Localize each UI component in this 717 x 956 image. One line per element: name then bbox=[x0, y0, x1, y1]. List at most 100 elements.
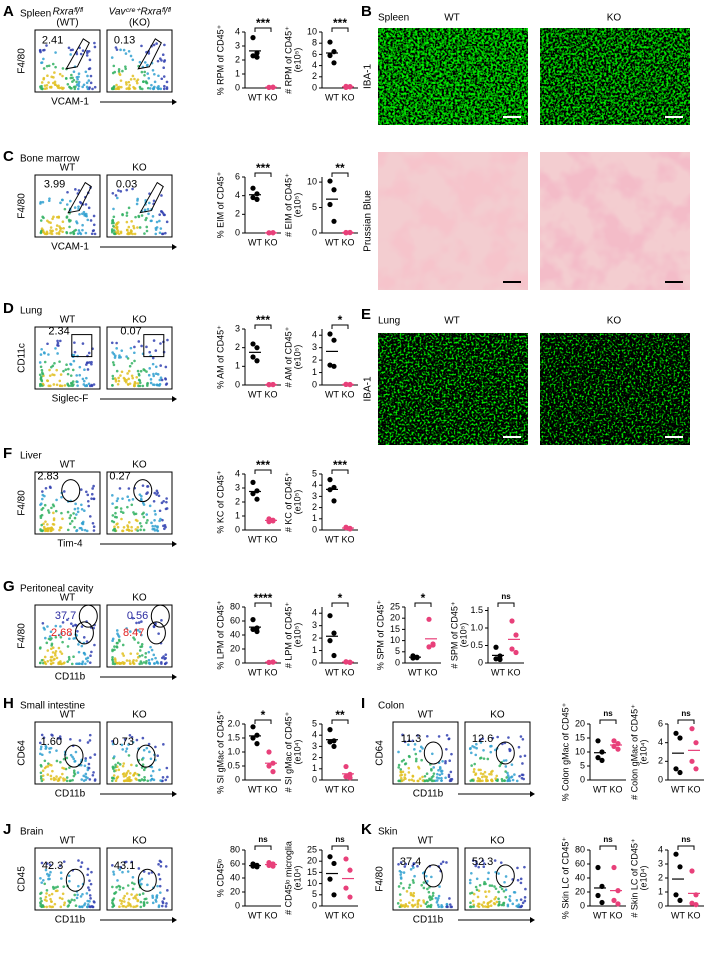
stat-y-label: (e10⁵) bbox=[292, 193, 302, 218]
flow-event bbox=[155, 42, 158, 45]
flow-event bbox=[419, 904, 423, 908]
flow-event bbox=[52, 658, 56, 661]
flow-event bbox=[52, 511, 55, 515]
flow-event bbox=[400, 773, 404, 777]
flow-event bbox=[88, 361, 91, 364]
flow-event bbox=[65, 756, 69, 760]
flow-event bbox=[90, 232, 94, 236]
flow-event bbox=[161, 232, 165, 236]
flow-event bbox=[92, 529, 96, 532]
flow-event bbox=[112, 870, 115, 874]
flow-event bbox=[140, 758, 144, 761]
micrograph bbox=[540, 333, 690, 445]
flow-event bbox=[134, 897, 138, 900]
flow-event bbox=[84, 70, 88, 74]
flow-event bbox=[133, 895, 137, 898]
group-label: KO bbox=[132, 163, 147, 174]
flow-event bbox=[148, 504, 152, 508]
flow-event bbox=[113, 769, 116, 773]
flow-event bbox=[506, 774, 510, 777]
flow-event bbox=[130, 374, 134, 378]
flow-event bbox=[74, 228, 78, 232]
flow-event bbox=[166, 775, 169, 779]
flow-event bbox=[407, 743, 410, 746]
flow-event bbox=[117, 634, 120, 637]
x-category-label: WT bbox=[325, 389, 339, 399]
flow-event bbox=[471, 899, 475, 903]
flow-event bbox=[120, 349, 124, 352]
stat-y-label: (e10⁵) bbox=[292, 345, 302, 370]
flow-event bbox=[40, 881, 44, 884]
flow-event bbox=[115, 499, 119, 503]
flow-event bbox=[468, 747, 472, 751]
flow-event bbox=[72, 85, 76, 89]
flow-event bbox=[157, 873, 161, 876]
flow-event bbox=[159, 227, 163, 230]
flow-event bbox=[152, 339, 156, 342]
flow-event bbox=[151, 524, 155, 528]
flow-event bbox=[398, 869, 402, 873]
flow-event bbox=[524, 887, 527, 891]
flow-event bbox=[59, 373, 63, 376]
y-tick-label: 40 bbox=[230, 629, 240, 639]
flow-event bbox=[151, 901, 155, 905]
flow-event bbox=[39, 771, 43, 775]
flow-event bbox=[483, 770, 487, 774]
flow-event bbox=[410, 778, 414, 782]
flow-event bbox=[67, 874, 71, 878]
flow-event bbox=[88, 900, 91, 903]
flow-event bbox=[121, 213, 124, 217]
x-axis-label: VCAM-1 bbox=[51, 242, 89, 253]
y-tick-label: 10 bbox=[390, 635, 400, 645]
flow-event bbox=[72, 774, 76, 778]
flow-event bbox=[479, 772, 483, 775]
flow-event bbox=[435, 901, 439, 904]
y-tick-label: 1 bbox=[235, 68, 240, 78]
flow-event bbox=[48, 893, 51, 897]
flow-event bbox=[65, 203, 69, 206]
flow-event bbox=[119, 507, 123, 510]
y-tick-label: 2 bbox=[235, 342, 240, 352]
flow-event bbox=[115, 341, 118, 345]
flow-event bbox=[129, 630, 132, 633]
x-category-label: KO bbox=[341, 784, 354, 794]
flow-event bbox=[129, 652, 133, 655]
flow-event bbox=[115, 629, 119, 632]
flow-event bbox=[86, 499, 90, 503]
flow-event bbox=[111, 776, 115, 780]
flow-event bbox=[143, 70, 147, 74]
group-label: KO bbox=[132, 710, 147, 721]
flow-event bbox=[139, 87, 142, 90]
flow-event bbox=[115, 641, 119, 645]
flow-event bbox=[145, 229, 149, 233]
y-tick-label: 3 bbox=[312, 342, 317, 352]
flow-event bbox=[89, 81, 93, 85]
y-tick-label: 0 bbox=[312, 227, 317, 237]
flow-event bbox=[402, 758, 406, 762]
flow-event bbox=[468, 878, 472, 882]
gate-value: 52.3 bbox=[472, 856, 493, 868]
flow-event bbox=[150, 83, 153, 87]
flow-event bbox=[116, 522, 119, 525]
flow-event bbox=[475, 862, 479, 866]
gate bbox=[495, 741, 515, 765]
flow-event bbox=[115, 661, 119, 665]
flow-event bbox=[163, 84, 166, 88]
flow-event bbox=[59, 339, 62, 343]
flow-event bbox=[438, 773, 442, 777]
flow-event bbox=[143, 73, 146, 77]
stat-y-label: (e10⁵) bbox=[458, 623, 468, 648]
flow-event bbox=[145, 370, 148, 373]
significance-label: * bbox=[421, 591, 426, 605]
flow-event bbox=[143, 776, 146, 779]
flow-event bbox=[41, 529, 45, 532]
flow-event bbox=[59, 760, 62, 764]
flow-event bbox=[86, 218, 90, 222]
flow-event bbox=[411, 898, 415, 902]
flow-event bbox=[409, 868, 413, 871]
flow-event bbox=[153, 491, 157, 495]
flow-event bbox=[76, 510, 80, 514]
flow-event bbox=[448, 903, 452, 906]
flow-event bbox=[132, 226, 136, 230]
x-category-label: KO bbox=[341, 389, 354, 399]
